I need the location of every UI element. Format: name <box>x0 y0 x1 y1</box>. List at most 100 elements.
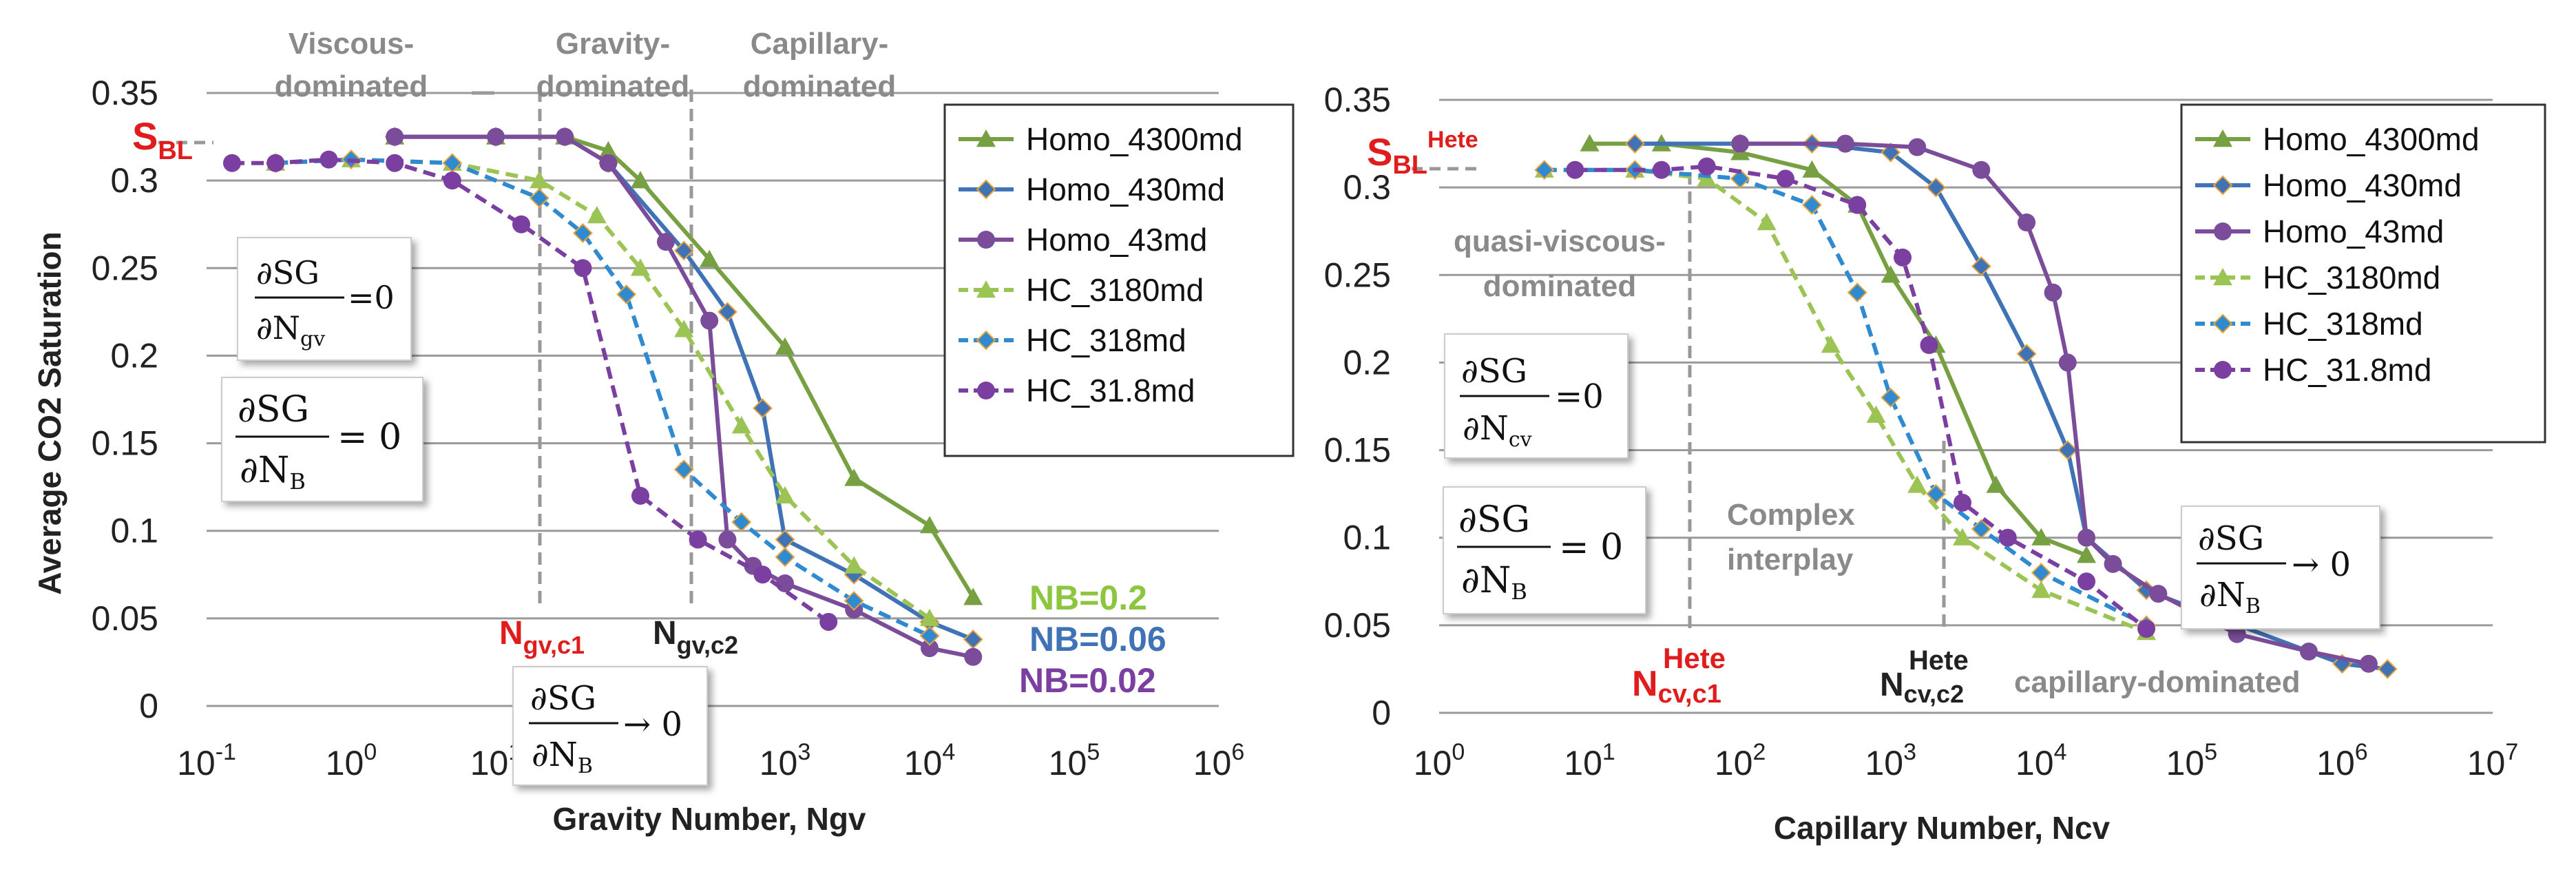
series-Homo_4300md <box>385 127 983 605</box>
left-sbl-label: SBL <box>132 114 193 165</box>
data-point <box>775 486 795 504</box>
legend-label: HC_3180md <box>1026 272 1204 308</box>
data-point <box>529 188 549 208</box>
y-tick-label: 0.2 <box>110 336 158 375</box>
data-point <box>320 150 338 169</box>
right-eq-box-dsg-dncv: ∂SG ∂Ncv =0 <box>1444 333 1629 459</box>
left-eq1-rhs: =0 <box>348 279 395 316</box>
left-eq-box-dsg-dnb-arrow: ∂SG ∂NB → 0 <box>512 666 708 786</box>
right-eq2-rhs: = 0 <box>1559 527 1623 568</box>
data-point <box>1894 248 1912 267</box>
left-ngv-c2-label: Ngv,c2 <box>653 615 738 659</box>
right-eq-box-dsg-dnb-arrow: ∂SG ∂NB → 0 <box>2181 506 2380 630</box>
left-series-layer <box>222 127 983 666</box>
data-point <box>599 154 618 172</box>
data-point <box>753 565 772 584</box>
legend-item: HC_318md <box>2195 306 2423 342</box>
right-eq1-rhs: =0 <box>1555 377 1604 416</box>
x-tick-label: 104 <box>904 739 956 782</box>
data-point <box>1652 160 1671 179</box>
data-point <box>844 556 864 574</box>
right-region-quasi-viscous-line2: dominated <box>1483 269 1636 303</box>
data-point <box>1802 195 1822 215</box>
x-tick-label: 101 <box>1564 739 1615 782</box>
left-region-gravity-line1: Gravity- <box>556 27 670 61</box>
left-region-viscous-line2: dominated <box>275 70 428 103</box>
data-point <box>775 337 795 355</box>
series-line <box>395 134 974 642</box>
data-point <box>1972 160 1991 179</box>
data-point <box>1971 256 1991 276</box>
x-tick-label: 105 <box>2166 739 2218 782</box>
data-point <box>266 154 285 172</box>
data-point <box>631 486 649 505</box>
legend-item: Homo_4300md <box>2195 121 2480 157</box>
x-tick-label: 100 <box>1414 739 1465 782</box>
right-ncv-c1-label: Ncv,c1 <box>1632 664 1721 709</box>
data-point <box>689 530 707 549</box>
series-Homo_43md <box>386 127 983 666</box>
y-tick-label: 0.35 <box>92 74 158 112</box>
y-tick-label: 0.1 <box>110 512 158 550</box>
right-eq2-denominator: ∂NB <box>1461 560 1527 605</box>
right-eq3-rhs: → 0 <box>2292 545 2351 584</box>
data-point <box>656 233 675 251</box>
right-x-tick-labels: 100 101 102 103 104 105 106 107 <box>1414 739 2519 782</box>
legend-item: HC_318md <box>959 322 1186 358</box>
left-ngv-c1-label: Ngv,c1 <box>499 615 585 659</box>
legend-item: HC_3180md <box>2195 260 2440 295</box>
data-point <box>919 625 940 646</box>
data-point <box>2137 619 2156 638</box>
data-point <box>487 127 505 146</box>
left-eq1-numerator: ∂SG <box>256 254 320 291</box>
data-point <box>2299 643 2318 660</box>
gravity-number-chart: 00.050.10.150.20.250.30.35 10-1100101102… <box>32 27 1295 837</box>
left-y-axis-label: Average CO2 Saturation <box>32 231 67 594</box>
legend-swatch-marker <box>976 280 996 298</box>
y-tick-label: 0.3 <box>110 161 158 200</box>
right-region-capillary: capillary-dominated <box>2014 665 2301 699</box>
data-point <box>2377 659 2398 679</box>
left-x-axis-label: Gravity Number, Ngv <box>552 801 866 837</box>
y-tick-label: 0.15 <box>1324 431 1391 470</box>
data-point <box>530 171 549 189</box>
right-y-tick-labels: 0 0.05 0.1 0.15 0.2 0.25 0.3 0.35 <box>1324 81 1391 732</box>
series-Homo_430md <box>384 127 983 649</box>
data-point <box>386 127 404 146</box>
data-point <box>1757 213 1777 231</box>
data-point <box>731 512 752 532</box>
data-point <box>1926 177 1946 198</box>
data-point <box>964 647 983 666</box>
data-point <box>1802 160 1822 178</box>
data-point <box>1986 475 2006 493</box>
data-point <box>963 629 983 649</box>
data-point <box>2018 214 2036 231</box>
series-line <box>395 134 974 659</box>
legend-swatch-marker <box>977 382 995 399</box>
y-tick-label: 0.15 <box>92 424 158 463</box>
y-tick-label: 0.25 <box>92 249 158 287</box>
left-nb-label-1: NB=0.06 <box>1029 620 1166 658</box>
x-tick-label: 104 <box>2015 739 2067 782</box>
y-tick-label: 0.25 <box>1324 256 1391 294</box>
legend-label: Homo_4300md <box>1026 121 1243 157</box>
data-point <box>718 530 737 549</box>
right-x-axis-label: Capillary Number, Ncv <box>1774 810 2111 846</box>
data-point <box>775 530 795 550</box>
data-point <box>1847 282 1867 303</box>
data-point <box>1866 405 1886 423</box>
data-point <box>775 547 795 568</box>
legend-label: Homo_430md <box>2263 167 2462 203</box>
series-line <box>395 134 975 599</box>
data-point <box>2077 545 2097 563</box>
left-eq3-rhs: → 0 <box>623 705 682 744</box>
data-point <box>1908 138 1927 156</box>
data-point <box>631 258 650 276</box>
data-point <box>819 612 838 631</box>
series-HC_31.8md <box>1566 157 2156 638</box>
left-eq-box-dsg-dngv: ∂SG ∂Ngv =0 <box>237 237 412 361</box>
series-Homo_43md <box>1731 134 2378 673</box>
right-region-complex-line1: Complex <box>1727 498 1855 532</box>
right-eq-box-dsg-dnb: ∂SG ∂NB = 0 <box>1443 486 1646 614</box>
y-tick-label: 0.05 <box>92 599 158 638</box>
